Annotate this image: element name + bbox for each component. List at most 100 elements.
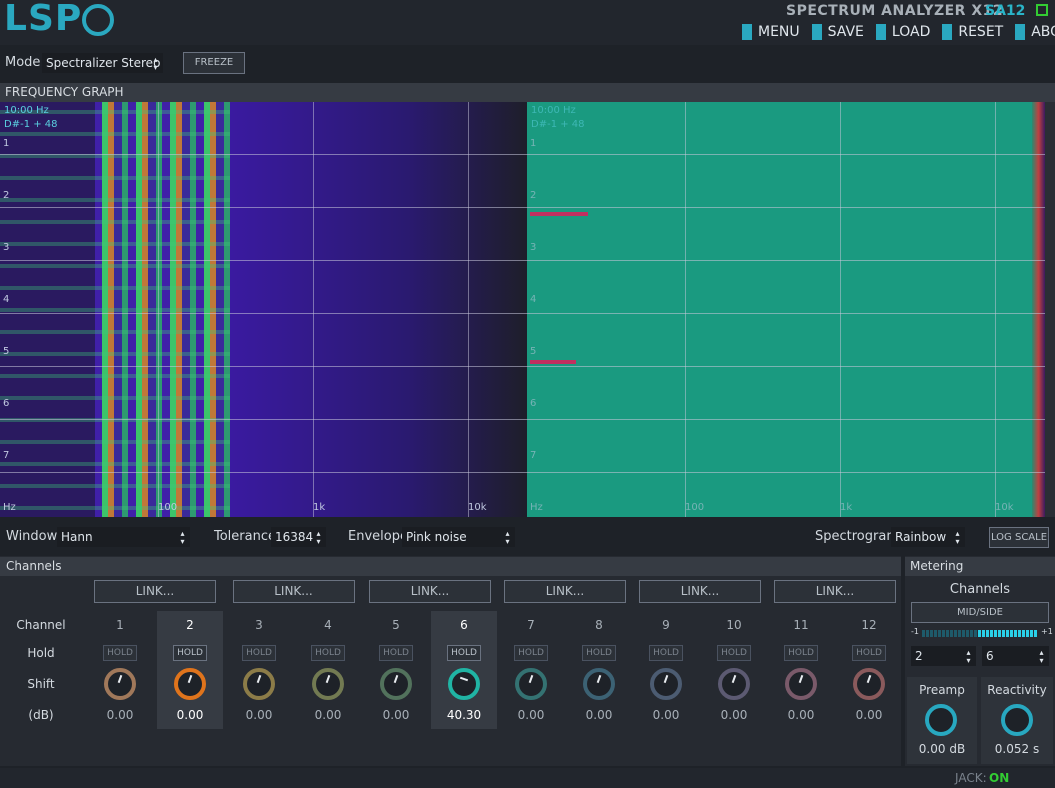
shift-knob[interactable] [583,668,615,700]
hold-button[interactable]: HOLD [311,645,345,661]
time-label: 4 [3,294,10,305]
row-label: Channel [16,618,66,632]
window-select[interactable]: Hann [57,527,190,547]
shift-knob[interactable] [785,668,817,700]
channel-number: 1 [116,618,124,632]
hold-button[interactable]: HOLD [173,645,207,661]
shift-value: 0.00 [720,708,748,722]
shift-knob[interactable] [718,668,750,700]
cursor-readout: 10:00 Hz [531,105,576,116]
time-label: 1 [3,138,10,149]
shift-knob[interactable] [174,668,206,700]
graph-title: FREQUENCY GRAPH [0,83,1055,102]
frequency-label: 10k [995,502,1014,513]
shift-value: 0.00 [787,708,815,722]
channel-number: 9 [662,618,670,632]
envelope-label: Envelope [348,529,408,544]
freeze-button[interactable]: FREEZE [183,52,245,74]
knob-pointer [731,674,737,684]
link-button[interactable]: LINK... [774,580,896,603]
channel-number: 6 [460,618,468,632]
preamp-knob[interactable] [925,704,957,736]
time-label: 3 [530,242,537,253]
time-label: 5 [3,346,10,357]
spectrogram-right: 10:00 Hz D#-1 + 48 1 2 3 4 5 6 7 Hz 100 1k 10k [527,102,1045,517]
frequency-label: 10k [468,502,487,513]
shift-knob[interactable] [243,668,275,700]
shift-knob[interactable] [515,668,547,700]
shift-knob[interactable] [650,668,682,700]
shift-value: 0.00 [106,708,134,722]
time-label: 4 [530,294,537,305]
envelope-select[interactable]: Pink noise [402,527,515,547]
shift-value: 0.00 [176,708,204,722]
link-button[interactable]: LINK... [232,580,355,603]
channel-a-select[interactable]: 2 [911,646,976,666]
hold-button[interactable]: HOLD [717,645,751,661]
shift-value: 0.00 [245,708,273,722]
mid-side-button[interactable]: MID/SIDE [911,602,1049,623]
hold-button[interactable]: HOLD [242,645,276,661]
preamp-value: 0.00 dB [918,742,966,756]
hold-button[interactable]: HOLD [649,645,683,661]
shift-value: 0.00 [382,708,410,722]
link-button[interactable]: LINK... [369,580,491,603]
spectrogram-select[interactable]: Rainbow [891,527,965,547]
frequency-label: 100 [685,502,705,513]
menu-item[interactable]: RESET [942,24,1003,40]
row-label: Hold [27,646,55,660]
time-label: 7 [530,450,537,461]
knob-pointer [117,674,123,684]
power-indicator[interactable] [1036,4,1048,16]
channel-number: 2 [186,618,194,632]
time-label: 6 [530,398,537,409]
link-button[interactable]: LINK... [94,580,216,603]
cursor-readout: D#-1 + 48 [531,119,585,130]
tolerance-select[interactable]: 16384 [271,527,326,547]
shift-knob[interactable] [104,668,136,700]
spectrogram-label: Spectrogram [815,529,899,544]
shift-knob[interactable] [312,668,344,700]
knob-pointer [596,674,602,684]
menu-item[interactable]: SAVE [811,24,864,40]
channel-b-select[interactable]: 6 [982,646,1049,666]
hold-button[interactable]: HOLD [784,645,818,661]
link-button[interactable]: LINK... [639,580,761,603]
frequency-label: 1k [840,502,853,513]
hold-button[interactable]: HOLD [852,645,886,661]
frequency-label: 1k [313,502,326,513]
menu-bar: MENU SAVE LOAD RESET ABOUT [742,24,1055,40]
frequency-label: Hz [3,502,16,513]
jack-status: ON [989,771,1010,785]
menu-item[interactable]: LOAD [875,24,930,40]
log-scale-button[interactable]: LOG SCALE [989,527,1049,548]
knob-pointer [325,674,331,684]
link-button[interactable]: LINK... [504,580,626,603]
logo-gear [82,4,114,36]
hold-button[interactable]: HOLD [103,645,137,661]
hold-button[interactable]: HOLD [447,645,481,661]
shift-value: 0.00 [314,708,342,722]
menu-item[interactable]: ABOUT [1015,24,1055,40]
scale-min: -1 [911,627,919,636]
shift-value: 0.00 [855,708,883,722]
shift-knob[interactable] [853,668,885,700]
channel-number: 8 [595,618,603,632]
knob-pointer [459,676,469,682]
hold-button[interactable]: HOLD [582,645,616,661]
mode-select[interactable]: Spectralizer Stereo [42,53,163,73]
reactivity-knob[interactable] [1001,704,1033,736]
cursor-readout: D#-1 + 48 [4,119,58,130]
menu-item[interactable]: MENU [742,24,800,40]
hold-button[interactable]: HOLD [514,645,548,661]
plugin-code: SA12 [985,3,1026,19]
time-label: 2 [3,190,10,201]
shift-knob[interactable] [380,668,412,700]
spectrogram-left: 10:00 Hz D#-1 + 48 1 2 3 4 5 6 7 Hz 100 1k 10k [0,102,527,517]
shift-value: 0.00 [652,708,680,722]
hold-button[interactable]: HOLD [379,645,413,661]
reactivity-label: Reactivity [987,683,1047,697]
balance-meter [922,630,1038,637]
shift-knob[interactable] [448,668,480,700]
